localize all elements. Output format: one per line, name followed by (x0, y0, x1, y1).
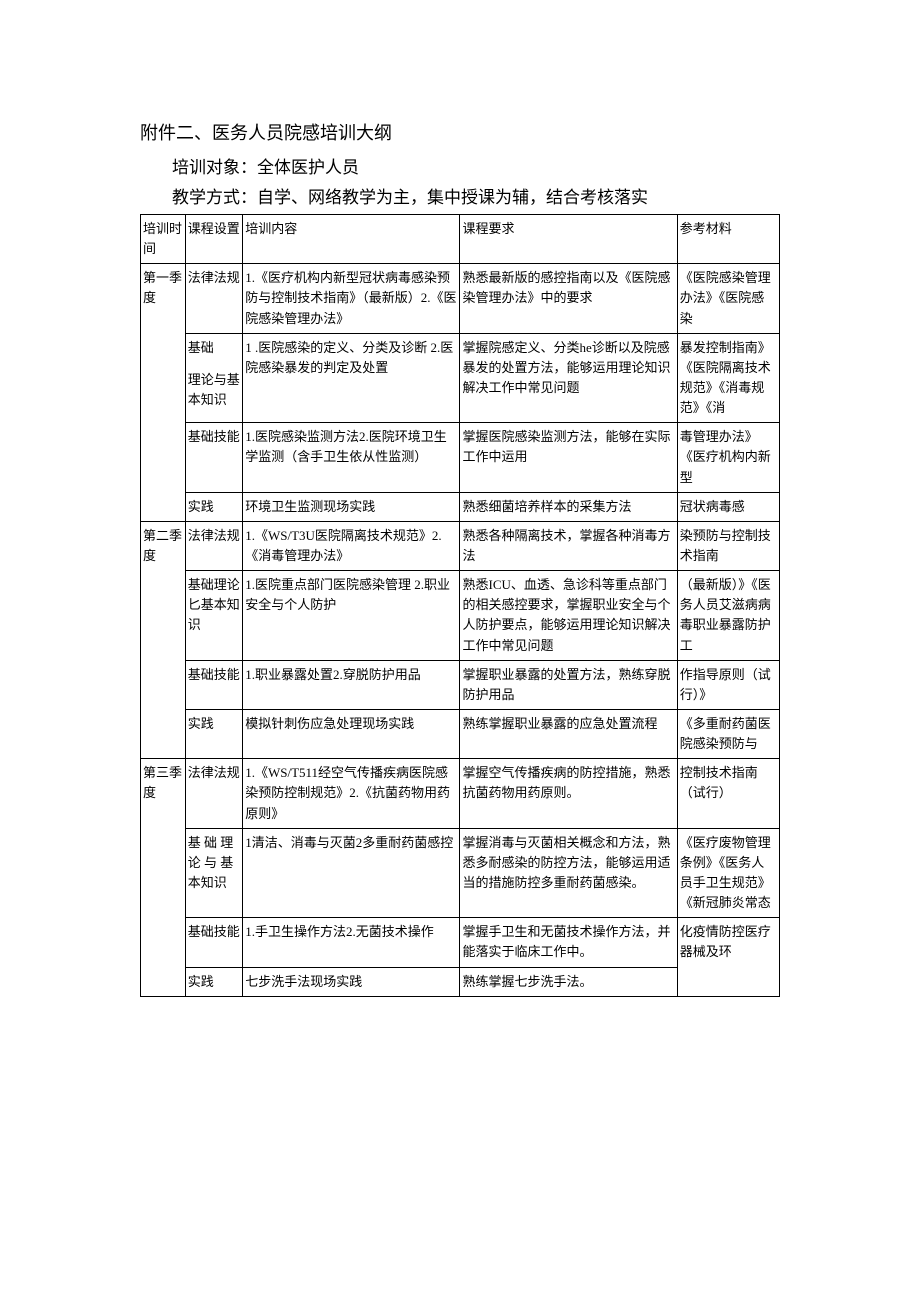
q1-row4: 实践 环境卫生监测现场实践 熟悉细菌培养样本的采集方法 冠状病毒感 (141, 492, 780, 521)
th-course: 课程设置 (185, 215, 243, 264)
q2-r1-course: 法律法规 (185, 521, 243, 570)
q2-r1-req: 熟悉各种隔离技术，掌握各种消毒方法 (460, 521, 677, 570)
doc-method: 教学方式：自学、网络教学为主，集中授课为辅，结合考核落实 (172, 185, 780, 211)
q1-r2-course-b: 理论与基本知识 (185, 366, 243, 422)
q2-r2-req: 熟悉ICU、血透、急诊科等重点部门的相关感控要求，掌握职业安全与个人防护要点，能… (460, 571, 677, 661)
q1-r1-course: 法律法规 (185, 264, 243, 333)
q3-r1-req: 掌握空气传播疾病的防控措施，熟悉抗菌药物用药原则。 (460, 759, 677, 828)
ref-e: 染预防与控制技术指南 (677, 521, 779, 570)
q2-row3: 基础技能 1.职业暴露处置2.穿脱防护用品 掌握职业暴露的处置方法，熟练穿脱防护… (141, 660, 780, 709)
q3-r4-content: 七步洗手法现场实践 (243, 967, 460, 996)
q2-time: 第二季度 (141, 521, 186, 758)
th-ref: 参考材料 (677, 215, 779, 264)
ref-c: 毒管理办法》《医疗机构内新型 (677, 423, 779, 492)
q1-r4-req: 熟悉细菌培养样本的采集方法 (460, 492, 677, 521)
q1-time: 第一季度 (141, 264, 186, 522)
q3-r2-content: 1清洁、消毒与灭菌2多重耐药菌感控 (243, 828, 460, 918)
ref-f: （最新版）》《医务人员艾滋病病毒职业暴露防护工 (677, 571, 779, 661)
q2-r3-course: 基础技能 (185, 660, 243, 709)
q1-r3-content: 1.医院感染监测方法2.医院环境卫生学监测（含手卫生依从性监测） (243, 423, 460, 492)
q1-r2-req: 掌握院感定义、分类he诊断以及院感暴发的处置方法，能够运用理论知识解决工作中常见… (460, 333, 677, 423)
q1-row3: 基础技能 1.医院感染监测方法2.医院环境卫生学监测（含手卫生依从性监测） 掌握… (141, 423, 780, 492)
q2-r3-content: 1.职业暴露处置2.穿脱防护用品 (243, 660, 460, 709)
training-table: 培训时间 课程设置 培训内容 课程要求 参考材料 第一季度 法律法规 1.《医疗… (140, 214, 780, 997)
q3-r2-req: 掌握消毒与灭菌相关概念和方法，熟悉多耐感染的防控方法，能够运用适当的措施防控多重… (460, 828, 677, 918)
q1-r4-course: 实践 (185, 492, 243, 521)
q1-r1-req: 熟悉最新版的感控指南以及《医院感染管理办法》中的要求 (460, 264, 677, 333)
q3-r2-course: 基 础 理论 与 基本知识 (185, 828, 243, 918)
q2-r4-content: 模拟针刺伤应急处理现场实践 (243, 709, 460, 758)
q3-row1: 第三季度 法律法规 1.《WS/T511经空气传播疾病医院感染预防控制规范》2.… (141, 759, 780, 828)
q1-r1-content: 1.《医疗机构内新型冠状病毒感染预防与控制技术指南》（最新版）2.《医院感染管理… (243, 264, 460, 333)
ref-j: 《医疗废物管理条例》《医务人员手卫生规范》《新冠肺炎常态 (677, 828, 779, 918)
q3-r4-req: 熟练掌握七步洗手法。 (460, 967, 677, 996)
q1-r2-course-a: 基础 (185, 333, 243, 366)
q2-r4-req: 熟练掌握职业暴露的应急处置流程 (460, 709, 677, 758)
q2-row4: 实践 模拟针刺伤应急处理现场实践 熟练掌握职业暴露的应急处置流程 《多重耐药菌医… (141, 709, 780, 758)
q2-r2-course: 基础理论匕基本知识 (185, 571, 243, 661)
ref-b: 暴发控制指南》《医院隔离技术规范》《消毒规范》《消 (677, 333, 779, 423)
q3-r3-course: 基础技能 (185, 918, 243, 967)
ref-k: 化疫情防控医疗器械及环 (677, 918, 779, 996)
q1-row1: 第一季度 法律法规 1.《医疗机构内新型冠状病毒感染预防与控制技术指南》（最新版… (141, 264, 780, 333)
q1-r2-content: 1 .医院感染的定义、分类及诊断 2.医院感染暴发的判定及处置 (243, 333, 460, 423)
th-req: 课程要求 (460, 215, 677, 264)
q1-r3-course: 基础技能 (185, 423, 243, 492)
doc-title: 附件二、医务人员院感培训大纲 (140, 120, 780, 147)
q3-row2: 基 础 理论 与 基本知识 1清洁、消毒与灭菌2多重耐药菌感控 掌握消毒与灭菌相… (141, 828, 780, 918)
q3-time: 第三季度 (141, 759, 186, 996)
ref-i: 控制技术指南（试行） (677, 759, 779, 828)
doc-audience: 培训对象：全体医护人员 (172, 155, 780, 181)
th-time: 培训时间 (141, 215, 186, 264)
ref-g: 作指导原则（试行）》 (677, 660, 779, 709)
q2-r3-req: 掌握职业暴露的处置方法，熟练穿脱防护用品 (460, 660, 677, 709)
q3-r3-req: 掌握手卫生和无菌技术操作方法，并能落实于临床工作中。 (460, 918, 677, 967)
q2-r4-course: 实践 (185, 709, 243, 758)
q2-row2: 基础理论匕基本知识 1.医院重点部门医院感染管理 2.职业安全与个人防护 熟悉I… (141, 571, 780, 661)
q2-row1: 第二季度 法律法规 1.《WS/T3U医院隔离技术规范》2.《消毒管理办法》 熟… (141, 521, 780, 570)
q3-row3: 基础技能 1.手卫生操作方法2.无菌技术操作 掌握手卫生和无菌技术操作方法，并能… (141, 918, 780, 967)
ref-h: 《多重耐药菌医院感染预防与 (677, 709, 779, 758)
th-content: 培训内容 (243, 215, 460, 264)
ref-d: 冠状病毒感 (677, 492, 779, 521)
q2-r1-content: 1.《WS/T3U医院隔离技术规范》2.《消毒管理办法》 (243, 521, 460, 570)
q3-r3-content: 1.手卫生操作方法2.无菌技术操作 (243, 918, 460, 967)
q2-r2-content: 1.医院重点部门医院感染管理 2.职业安全与个人防护 (243, 571, 460, 661)
q1-row2a: 基础 1 .医院感染的定义、分类及诊断 2.医院感染暴发的判定及处置 掌握院感定… (141, 333, 780, 366)
ref-a: 《医院感染管理办法》《医院感染 (677, 264, 779, 333)
header-row: 培训时间 课程设置 培训内容 课程要求 参考材料 (141, 215, 780, 264)
q1-r3-req: 掌握医院感染监测方法，能够在实际工作中运用 (460, 423, 677, 492)
q1-r4-content: 环境卫生监测现场实践 (243, 492, 460, 521)
q3-r1-content: 1.《WS/T511经空气传播疾病医院感染预防控制规范》2.《抗菌药物用药原则》 (243, 759, 460, 828)
q3-r1-course: 法律法规 (185, 759, 243, 828)
q3-r4-course: 实践 (185, 967, 243, 996)
